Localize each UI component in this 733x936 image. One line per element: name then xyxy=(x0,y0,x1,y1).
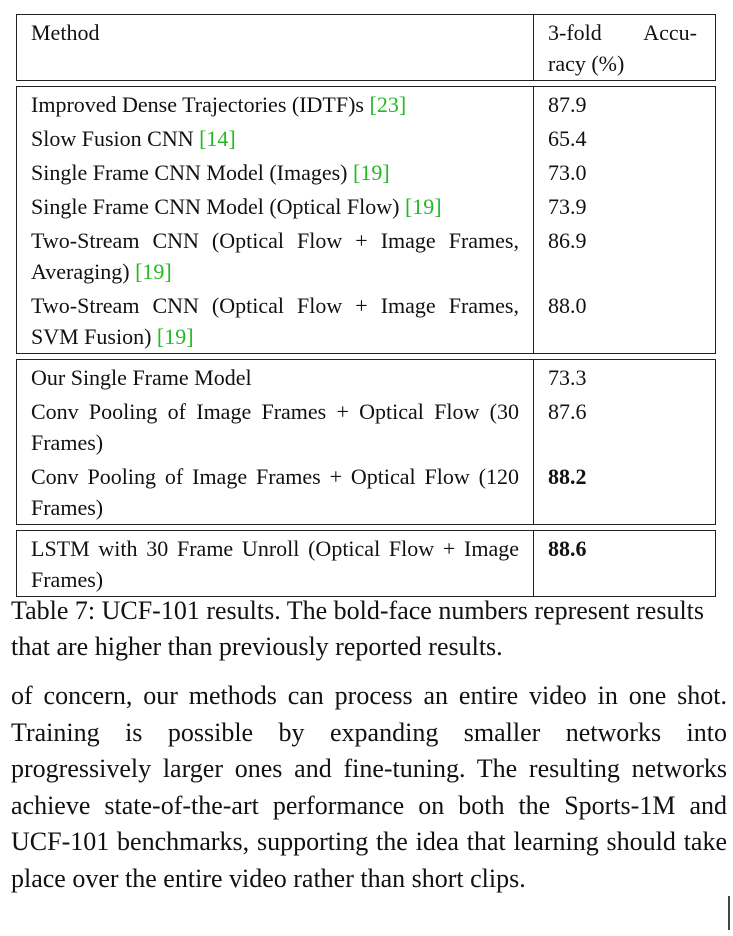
table-row: Two-Stream CNN (Optical Flow + Image Fra… xyxy=(17,288,715,353)
method-cell: Conv Pooling of Image Frames + Optical F… xyxy=(17,459,534,524)
table-row: Conv Pooling of Image Frames + Optical F… xyxy=(17,459,715,524)
method-text: Two-Stream CNN (Optical Flow + Image Fra… xyxy=(31,293,519,349)
paragraph-text: of concern, our methods can process an e… xyxy=(11,681,727,893)
table-row: LSTM with 30 Frame Unroll (Optical Flow … xyxy=(17,531,715,596)
header-row: Method 3-fold Accu- racy (%) xyxy=(17,15,715,80)
method-cell: Our Single Frame Model xyxy=(17,360,534,394)
table-row: Conv Pooling of Image Frames + Optical F… xyxy=(17,394,715,459)
body-paragraph: of concern, our methods can process an e… xyxy=(11,678,727,897)
table-block: Improved Dense Trajectories (IDTF)s [23]… xyxy=(16,86,716,354)
page-edge-mark xyxy=(728,896,730,930)
method-cell: Two-Stream CNN (Optical Flow + Image Fra… xyxy=(17,223,534,288)
method-cell: Improved Dense Trajectories (IDTF)s [23] xyxy=(17,87,534,121)
header-accuracy-part3: racy (%) xyxy=(548,51,625,76)
method-cell: Conv Pooling of Image Frames + Optical F… xyxy=(17,394,534,459)
accuracy-cell: 73.0 xyxy=(548,160,587,185)
method-text: Slow Fusion CNN xyxy=(31,126,200,151)
citation-link[interactable]: [14] xyxy=(199,126,236,151)
accuracy-cell: 73.3 xyxy=(548,365,587,390)
citation-link[interactable]: [19] xyxy=(404,194,442,219)
table-row: Improved Dense Trajectories (IDTF)s [23]… xyxy=(17,87,715,121)
method-text: Our Single Frame Model xyxy=(31,365,252,390)
method-text: Single Frame CNN Model (Images) xyxy=(31,160,353,185)
table-row: Slow Fusion CNN [14] 65.4 xyxy=(17,121,715,155)
accuracy-cell: 88.0 xyxy=(548,293,587,318)
table-row: Two-Stream CNN (Optical Flow + Image Fra… xyxy=(17,223,715,288)
header-accuracy: 3-fold Accu- racy (%) xyxy=(534,15,715,80)
method-cell: Two-Stream CNN (Optical Flow + Image Fra… xyxy=(17,288,534,353)
accuracy-cell: 87.6 xyxy=(548,399,587,424)
method-text: Single Frame CNN Model (Optical Flow) xyxy=(31,194,405,219)
accuracy-cell: 88.6 xyxy=(548,536,587,561)
header-method: Method xyxy=(17,15,534,80)
citation-link[interactable]: [19] xyxy=(156,324,194,349)
accuracy-cell: 88.2 xyxy=(548,464,587,489)
table-row: Single Frame CNN Model (Images) [19] 73.0 xyxy=(17,155,715,189)
header-accuracy-part2: Accu- xyxy=(643,20,697,45)
method-cell: LSTM with 30 Frame Unroll (Optical Flow … xyxy=(17,531,534,596)
citation-link[interactable]: [23] xyxy=(369,92,407,117)
header-accuracy-part1: 3-fold xyxy=(548,20,602,45)
method-text: Improved Dense Trajectories (IDTF)s xyxy=(31,92,370,117)
table-header: Method 3-fold Accu- racy (%) xyxy=(16,14,716,81)
method-text: Conv Pooling of Image Frames + Optical F… xyxy=(31,464,519,520)
accuracy-cell: 65.4 xyxy=(548,126,587,151)
method-cell: Single Frame CNN Model (Images) [19] xyxy=(17,155,534,189)
results-table: Method 3-fold Accu- racy (%) Improved De… xyxy=(16,14,716,597)
method-text: LSTM with 30 Frame Unroll (Optical Flow … xyxy=(31,536,519,592)
method-cell: Single Frame CNN Model (Optical Flow) [1… xyxy=(17,189,534,223)
citation-link[interactable]: [19] xyxy=(135,259,172,284)
method-text: Conv Pooling of Image Frames + Optical F… xyxy=(31,399,519,455)
citation-link[interactable]: [19] xyxy=(353,160,390,185)
method-cell: Slow Fusion CNN [14] xyxy=(17,121,534,155)
accuracy-cell: 87.9 xyxy=(548,92,587,117)
table-caption: Table 7: UCF-101 results. The bold-face … xyxy=(11,596,705,661)
table-block: LSTM with 30 Frame Unroll (Optical Flow … xyxy=(16,530,716,597)
accuracy-cell: 73.9 xyxy=(548,194,587,219)
table-block: Our Single Frame Model 73.3 Conv Pooling o… xyxy=(16,359,716,525)
table-body: Improved Dense Trajectories (IDTF)s [23]… xyxy=(16,86,716,597)
method-text: Two-Stream CNN (Optical Flow + Image Fra… xyxy=(31,228,519,284)
table-row: Single Frame CNN Model (Optical Flow) [1… xyxy=(17,189,715,223)
table-row: Our Single Frame Model 73.3 xyxy=(17,360,715,394)
accuracy-cell: 86.9 xyxy=(548,228,587,253)
